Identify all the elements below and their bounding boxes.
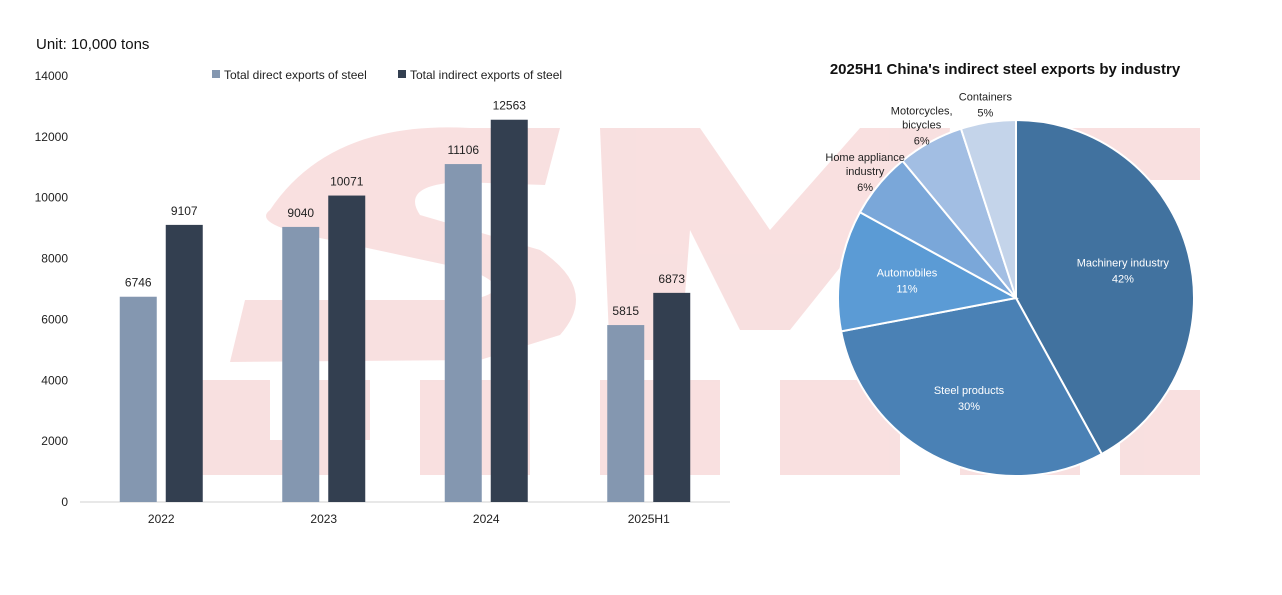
data-label: 6746 [125,276,152,290]
bar-indirect [653,292,691,502]
y-tick-label: 14000 [35,69,69,83]
x-tick-label: 2025H1 [628,512,670,526]
x-tick-label: 2024 [473,512,500,526]
y-tick-label: 12000 [35,130,69,144]
y-tick-label: 0 [61,495,68,509]
bar-direct [607,325,645,502]
data-label: 6873 [658,272,685,286]
bar-direct [444,164,482,502]
pie-slice-label: Containers [959,92,1013,104]
pie-slice-label: Automobiles [877,268,938,280]
x-tick-label: 2022 [148,512,175,526]
data-label: 12563 [493,99,527,113]
legend-swatch [398,70,406,78]
pie-slice [839,296,1104,477]
legend-label: Total indirect exports of steel [410,68,562,82]
bar-direct [119,296,157,502]
pie-slice [959,118,1017,299]
x-tick-label: 2023 [310,512,337,526]
pie-slice [1015,118,1195,456]
pie-slice [837,210,1019,333]
y-tick-label: 10000 [35,191,69,205]
bar-indirect [490,119,528,502]
unit-label: Unit: 10,000 tons [36,36,150,53]
pie-slice-label: Motorcycles, bicycles [891,105,953,131]
bar-indirect [328,195,366,502]
data-label: 9107 [171,204,198,218]
pie-value-label: 6% [914,135,930,147]
pie-slice-label: Home appliance industry [825,152,905,178]
pie-value-label: 6% [857,182,873,194]
y-tick-label: 4000 [41,373,68,387]
pie-value-label: 42% [1112,274,1134,286]
pie-slice-label: Machinery industry [1077,258,1170,270]
bar-indirect [165,224,203,502]
data-label: 9040 [287,206,314,220]
pie-value-label: 5% [977,108,993,120]
pie-value-label: 11% [896,284,917,296]
data-label: 5815 [612,304,639,318]
pie-value-label: 30% [958,401,980,413]
y-tick-label: 8000 [41,252,68,266]
bar-chart: 0 2000 4000 6000 8000 10000 12000 14000 2022 2023… [35,68,730,526]
data-label: 10071 [330,175,364,189]
y-tick-label: 6000 [41,312,68,326]
y-tick-label: 2000 [41,434,68,448]
bar-direct [282,226,320,502]
data-label: 11106 [447,143,479,157]
legend-swatch [212,70,220,78]
pie-slice-label: Steel products [934,385,1005,397]
pie-title: 2025H1 China's indirect steel exports by… [829,61,1181,78]
legend-label: Total direct exports of steel [224,68,367,82]
